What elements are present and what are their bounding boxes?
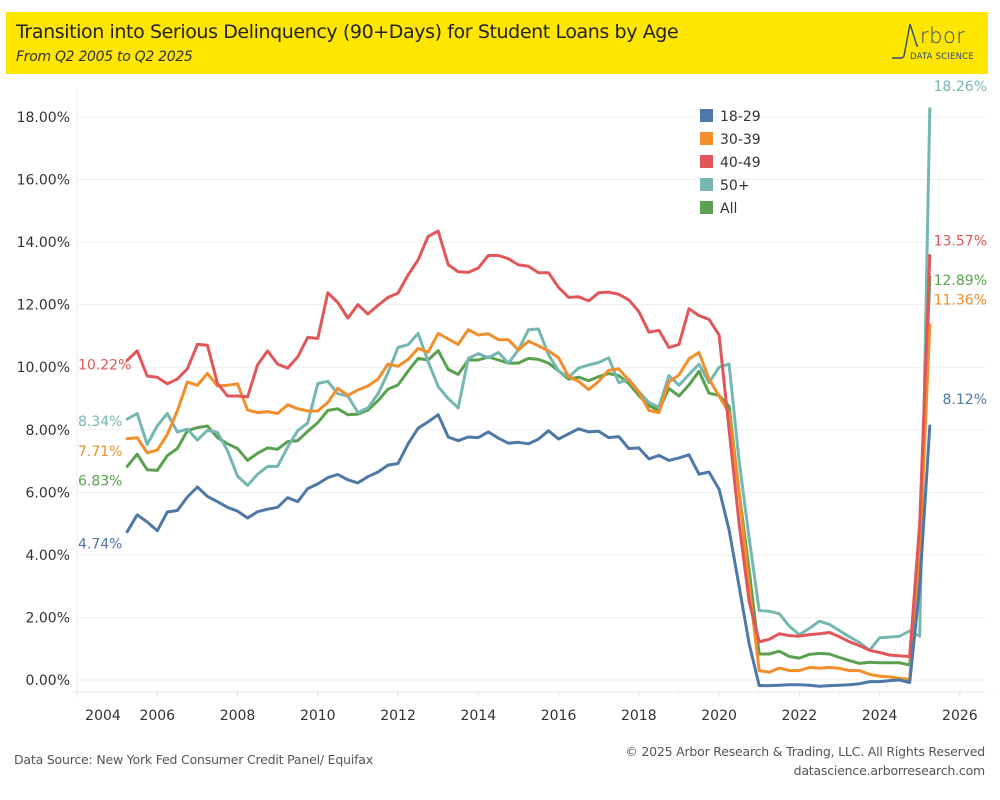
- x-tick-label: 2022: [782, 708, 818, 724]
- x-tick-label: 2024: [862, 708, 898, 724]
- legend-swatch: [700, 178, 713, 191]
- y-tick-label: 2.00%: [26, 610, 70, 626]
- chart-title: Transition into Serious Delinquency (90+…: [16, 21, 679, 43]
- legend-swatch: [700, 155, 713, 168]
- website-link[interactable]: datascience.arborresearch.com: [793, 763, 986, 778]
- x-tick-label: 2026: [942, 708, 978, 724]
- x-axis: 2004 2006 2008 2010 2012 2014 2016 2018 2020 2022…: [72, 691, 1000, 724]
- start-value-label: 7.71%: [78, 444, 122, 460]
- footer-credits: © 2025 Arbor Research & Trading, LLC. Al…: [625, 742, 985, 780]
- end-value-label: 18.26%: [934, 80, 987, 95]
- y-tick-label: 12.00%: [17, 298, 70, 314]
- legend-label: 50+: [720, 178, 750, 194]
- chart-subtitle: From Q2 2005 to Q2 2025: [16, 49, 193, 65]
- data-source-note: Data Source: New York Fed Consumer Credi…: [14, 752, 373, 767]
- legend: 18-29 30-39 40-49 50+ All: [700, 109, 761, 217]
- legend-label: All: [720, 201, 737, 217]
- y-tick-label: 8.00%: [26, 423, 70, 439]
- legend-label: 40-49: [720, 155, 761, 171]
- legend-label: 18-29: [720, 109, 761, 125]
- x-tick-label: 2006: [139, 708, 175, 724]
- x-tick-label: 2018: [621, 708, 657, 724]
- y-tick-label: 4.00%: [26, 548, 70, 564]
- x-tick-label: 2004: [85, 708, 121, 724]
- y-tick-label: 10.00%: [17, 360, 70, 376]
- x-tick-label: 2020: [701, 708, 737, 724]
- series-line-50plus: [125, 107, 932, 652]
- legend-swatch: [700, 132, 713, 145]
- x-tick-label: 2008: [220, 708, 256, 724]
- y-tick-label: 14.00%: [17, 235, 70, 251]
- y-tick-label: 6.00%: [26, 485, 70, 501]
- gridlines: [76, 90, 985, 692]
- logo-tagline: DATA SCIENCE: [910, 52, 974, 62]
- x-tick-label: 2010: [300, 708, 336, 724]
- end-value-label: 12.89%: [934, 273, 987, 289]
- start-value-label: 4.74%: [78, 537, 122, 553]
- start-value-label: 10.22%: [78, 357, 131, 373]
- end-value-label: 11.36%: [934, 293, 987, 309]
- series-lines: [125, 107, 932, 688]
- y-tick-label: 18.00%: [17, 110, 70, 126]
- x-tick-label: 2014: [460, 708, 496, 724]
- x-tick-label: 2016: [541, 708, 577, 724]
- y-tick-label: 0.00%: [26, 673, 70, 689]
- start-value-label: 8.34%: [78, 414, 122, 430]
- y-axis: 0.00% 2.00% 4.00% 6.00% 8.00% 10.00% 12.00% 14.…: [17, 110, 70, 689]
- copyright-text: © 2025 Arbor Research & Trading, LLC. Al…: [625, 744, 985, 759]
- start-value-label: 6.83%: [78, 473, 122, 489]
- logo-wordmark: rbor: [920, 24, 966, 48]
- line-chart: 0.00% 2.00% 4.00% 6.00% 8.00% 10.00% 12.00% 14.…: [17, 80, 1000, 724]
- legend-swatch: [700, 201, 713, 214]
- series-line-All: [125, 275, 932, 667]
- series-line-30-39: [125, 323, 932, 681]
- series-line-18-29: [125, 413, 932, 688]
- x-tick-label: 2012: [380, 708, 416, 724]
- title-banner: Transition into Serious Delinquency (90+…: [6, 12, 988, 74]
- series-end-labels: 4.74% 8.12% 7.71% 11.36% 10.22% 13.57% 8.34% 18…: [78, 80, 987, 553]
- end-value-label: 8.12%: [943, 392, 987, 408]
- legend-label: 30-39: [720, 132, 761, 148]
- logo-a-mark-icon: [892, 23, 918, 59]
- legend-swatch: [700, 109, 713, 122]
- y-tick-label: 16.00%: [17, 173, 70, 189]
- arbor-logo: rbor DATA SCIENCE: [890, 18, 980, 70]
- end-value-label: 13.57%: [934, 234, 987, 250]
- series-line-40-49: [125, 229, 932, 658]
